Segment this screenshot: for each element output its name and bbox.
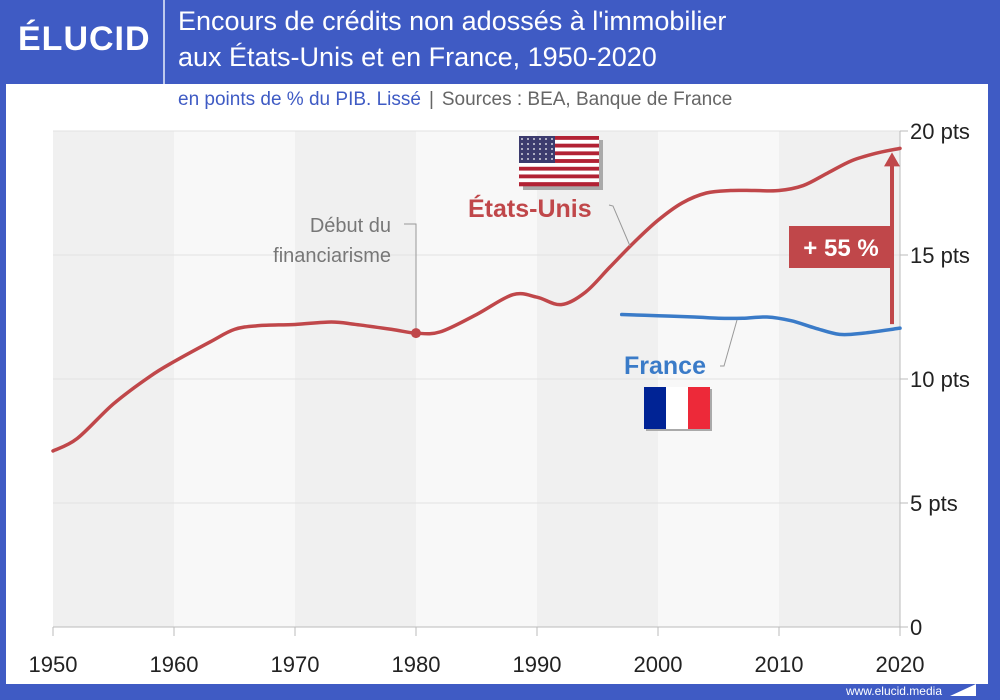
us-flag-stripe [519,155,599,160]
us-flag-stripe [519,159,599,164]
france-flag-blue [644,387,666,429]
x-tick-label: 2000 [634,652,683,677]
us-flag-star [533,148,535,150]
y-tick-label: 15 pts [910,243,970,268]
us-flag-star [527,138,529,140]
us-flag-star [551,143,553,145]
axes [53,131,901,635]
france-leader-line [720,319,738,367]
financiarisme-label-line1: Début du [310,215,391,237]
us-flag-stripe [519,178,599,183]
x-tick-label: 1950 [29,652,78,677]
y-tick-label: 5 pts [910,491,958,516]
us-flag-star [521,138,523,140]
us-flag-star [539,138,541,140]
us-flag-stripe [519,147,599,152]
series-line-france [619,312,902,337]
elucid-mark-icon [950,684,976,696]
us-flag-star [527,158,529,160]
y-axis-ticks: 0 5 pts 10 pts 15 pts 20 pts [900,119,970,640]
us-flag-stripe [519,162,599,168]
us-flag-star [527,153,529,155]
france-flag-icon [644,387,712,431]
us-flag-star [539,143,541,145]
title-line-2: aux États-Unis et en France, 1950-2020 [178,42,657,72]
us-flag-star [533,138,535,140]
us-flag-star [533,143,535,145]
subtitle-text: en points de % du PIB. Lissé [178,89,421,110]
growth-badge-text: + 55 % [803,235,878,262]
header-divider [163,0,165,84]
us-flag-stripe [519,182,599,187]
gridlines [53,130,900,504]
x-tick-label: 2010 [755,652,804,677]
us-flag-star [533,153,535,155]
y-tick-label: 0 [910,615,922,640]
us-flag-icon [519,136,603,190]
us-series-label: États-Unis [468,194,592,223]
us-flag-star [545,153,547,155]
us-flag-star [551,158,553,160]
france-flag-red [688,387,710,429]
us-flag-canton [519,136,555,163]
elucid-logo: ÉLUCID [18,20,151,58]
footer-url[interactable]: www.elucid.media [845,684,942,698]
us-flag-star [551,153,553,155]
y-tick-label: 10 pts [910,367,970,392]
us-flag-star [545,148,547,150]
sources-text: Sources : BEA, Banque de France [441,89,733,110]
series-lines [51,146,902,453]
us-flag-stripe [519,136,599,141]
growth-badge [789,226,893,268]
us-leader-line [608,204,631,247]
financiarisme-leader-line [404,223,417,334]
x-tick-label: 2020 [876,652,925,677]
x-axis-ticks: 1950 1960 1970 1980 1990 2000 2010 2020 [29,627,925,677]
series-line-us [51,146,902,453]
us-flag-star [545,143,547,145]
us-flag-star [527,143,529,145]
us-flag-star [539,148,541,150]
us-flag-star [551,138,553,140]
us-flag-stripe [519,166,599,171]
growth-arrow-head [884,152,900,167]
header-bar [0,0,1000,84]
us-flag-stripe [519,143,599,148]
france-series-label: France [624,352,706,380]
x-tick-label: 1960 [150,652,199,677]
y-tick-label: 20 pts [910,119,970,144]
us-flag-star [539,158,541,160]
annotations: Début du financiarisme États-Unis France + 5… [273,136,900,431]
us-flag-star [545,138,547,140]
financiarisme-marker [411,328,421,339]
us-flag-star [533,158,535,160]
us-flag-star [527,148,529,150]
us-flag-star [545,158,547,160]
us-flag-star [521,143,523,145]
us-flag-stripe [519,174,599,179]
us-flag-star [521,148,523,150]
x-tick-label: 1980 [392,652,441,677]
us-flag-star [521,153,523,155]
x-tick-label: 1990 [513,652,562,677]
us-flag-star [521,158,523,160]
us-flag-star [539,153,541,155]
chart-title: Encours de crédits non adossés à l'immob… [178,3,726,75]
us-flag-stripe [519,151,599,156]
x-tick-label: 1970 [271,652,320,677]
chart-subtitle: en points de % du PIB. Lissé | Sources : B… [178,89,732,111]
subtitle-separator: | [428,89,434,110]
us-flag-stripe [519,170,599,175]
financiarisme-label-line2: financiarisme [273,245,391,267]
title-line-1: Encours de crédits non adossés à l'immob… [178,6,727,36]
us-flag-stripe [519,139,599,144]
france-flag-white [666,387,688,429]
us-flag-star [551,148,553,150]
